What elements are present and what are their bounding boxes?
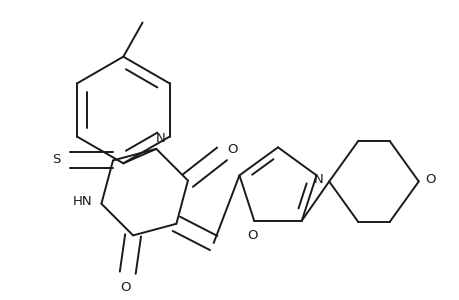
- Text: O: O: [227, 143, 237, 156]
- Text: N: N: [313, 173, 323, 186]
- Text: O: O: [120, 281, 130, 294]
- Text: S: S: [52, 153, 61, 166]
- Text: HN: HN: [72, 195, 92, 208]
- Text: O: O: [246, 229, 257, 242]
- Text: O: O: [424, 173, 435, 186]
- Text: N: N: [155, 132, 165, 145]
